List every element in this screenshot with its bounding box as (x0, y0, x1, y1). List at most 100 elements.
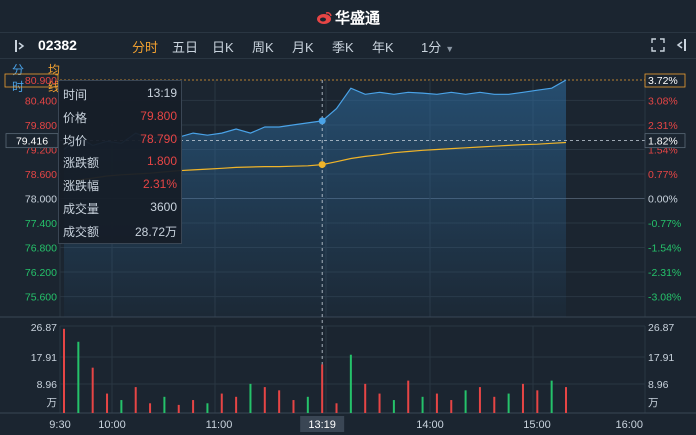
tooltip-label: 成交量 (63, 202, 100, 216)
pct-tick-label: -3.08% (648, 292, 681, 304)
toolbar: 02382 分时 五日 日K 周K 月K 季K 年K 1分 ▼ (0, 33, 696, 59)
volume-bar (521, 383, 524, 413)
volume-bar (321, 364, 324, 413)
tab-year-k[interactable]: 年K (372, 40, 394, 55)
volume-bar (306, 396, 309, 413)
volume-bar (364, 383, 367, 413)
tooltip-row: 成交量 3600 (63, 197, 177, 219)
tab-day-k[interactable]: 日K (212, 40, 234, 55)
sidepanel-icon[interactable] (673, 38, 687, 52)
brand-name: 华盛通 (334, 10, 380, 27)
price-tick-label: 76.800 (25, 243, 57, 255)
volume-bar (407, 380, 410, 413)
volume-bar (421, 396, 424, 413)
volume-bar (550, 380, 553, 413)
tooltip-row: 成交额 28.72万 (63, 220, 177, 242)
volume-bar (278, 390, 281, 413)
pct-tick-label: 2.31% (648, 120, 678, 132)
brand-title: 华盛通 (0, 7, 696, 28)
volume-tick-label-right: 26.87 (648, 322, 674, 334)
cursor-time-label: 13:19 (308, 419, 336, 431)
pct-tick-label: -2.31% (648, 267, 681, 279)
volume-bar (91, 367, 94, 413)
x-axis-label: 10:00 (98, 419, 126, 431)
tab-five-day[interactable]: 五日 (172, 40, 199, 55)
volume-bar (177, 404, 180, 413)
x-axis-label: 16:00 (615, 419, 643, 431)
price-tick-label: 78.000 (25, 194, 57, 206)
tab-quarter-k[interactable]: 季K (332, 40, 354, 55)
average-cursor-dot (318, 161, 326, 169)
cursor-pct-label: 1.82% (648, 136, 678, 148)
volume-tick-label-right: 万 (648, 397, 659, 409)
volume-bar (450, 400, 453, 413)
tooltip-label: 时间 (63, 88, 88, 102)
volume-tick-label: 万 (47, 397, 58, 409)
volume-bar (149, 403, 152, 413)
tooltip-value: 78.790 (140, 131, 177, 146)
volume-tick-label: 26.87 (31, 322, 57, 334)
volume-bar (249, 383, 252, 413)
cursor-price-label: 79.416 (16, 136, 48, 148)
tooltip-row: 时间 13:19 (63, 83, 177, 105)
volume-bar (63, 328, 65, 413)
volume-bar (77, 341, 80, 413)
tooltip-value: 2.31% (142, 177, 177, 192)
period-select-value: 1分 (421, 40, 442, 55)
tab-month-k[interactable]: 月K (292, 40, 314, 55)
price-tick-label: 77.400 (25, 218, 57, 230)
tooltip-value: 1.800 (146, 154, 177, 169)
volume-bar (235, 396, 238, 413)
tab-week-k[interactable]: 周K (252, 40, 274, 55)
x-axis-label: 9:30 (49, 419, 70, 431)
price-tick-label: 78.600 (25, 169, 57, 181)
tooltip-label: 均价 (63, 133, 88, 148)
period-select[interactable]: 1分 ▼ (421, 37, 454, 56)
tooltip-label: 涨跌幅 (63, 179, 100, 194)
tooltip-row: 涨跌幅 2.31% (63, 174, 177, 196)
brand-logo-icon (316, 12, 332, 24)
crosshair-tooltip: 时间 13:19 价格 79.800 均价 78.790 涨跌额 1.800 涨跌幅 2.31% 成… (58, 80, 182, 244)
tooltip-value: 13:19 (146, 86, 177, 100)
pct-tick-label: -0.77% (648, 218, 681, 230)
top-pct-box (644, 73, 686, 88)
chevron-down-icon: ▼ (445, 44, 455, 54)
price-tick-label: 80.400 (25, 95, 57, 107)
pct-tick-label: 0.77% (648, 169, 678, 181)
tooltip-row: 价格 79.800 (63, 106, 177, 128)
panel-toggle-icon[interactable] (14, 39, 28, 53)
volume-bar (536, 390, 539, 413)
volume-bar (335, 403, 338, 413)
volume-bar (478, 387, 481, 413)
expand-icon[interactable] (651, 38, 665, 52)
price-tick-label: 80.900 (25, 75, 57, 87)
pct-tick-label: 0.00% (648, 194, 678, 206)
tooltip-value: 28.72万 (134, 224, 177, 239)
volume-bar (435, 393, 438, 413)
pct-tick-label: 3.72% (648, 75, 678, 87)
volume-bar (220, 393, 223, 413)
tooltip-value: 79.800 (140, 108, 177, 123)
volume-bar (292, 400, 295, 413)
tooltip-row: 涨跌额 1.800 (63, 151, 177, 173)
volume-bar (120, 400, 123, 413)
volume-bar (392, 400, 395, 413)
price-tick-label: 76.200 (25, 267, 57, 279)
volume-bar (493, 396, 496, 413)
tooltip-row: 均价 78.790 (63, 129, 177, 151)
volume-bar (263, 387, 266, 413)
volume-bar (163, 396, 166, 413)
volume-bar (192, 400, 195, 413)
cursor-time-box (300, 416, 345, 432)
tooltip-label: 价格 (63, 110, 88, 125)
volume-tick-label-right: 8.96 (648, 379, 669, 391)
pct-tick-label: -1.54% (648, 243, 681, 255)
title-bar: 华盛通 (0, 0, 696, 33)
price-area-fill (64, 80, 566, 317)
volume-tick-label-right: 17.91 (648, 352, 674, 364)
volume-bar (378, 393, 381, 413)
volume-bar (565, 387, 567, 413)
tooltip-label: 涨跌额 (63, 156, 100, 171)
price-tick-label: 75.600 (25, 292, 57, 304)
tab-fenshi[interactable]: 分时 (132, 40, 159, 55)
